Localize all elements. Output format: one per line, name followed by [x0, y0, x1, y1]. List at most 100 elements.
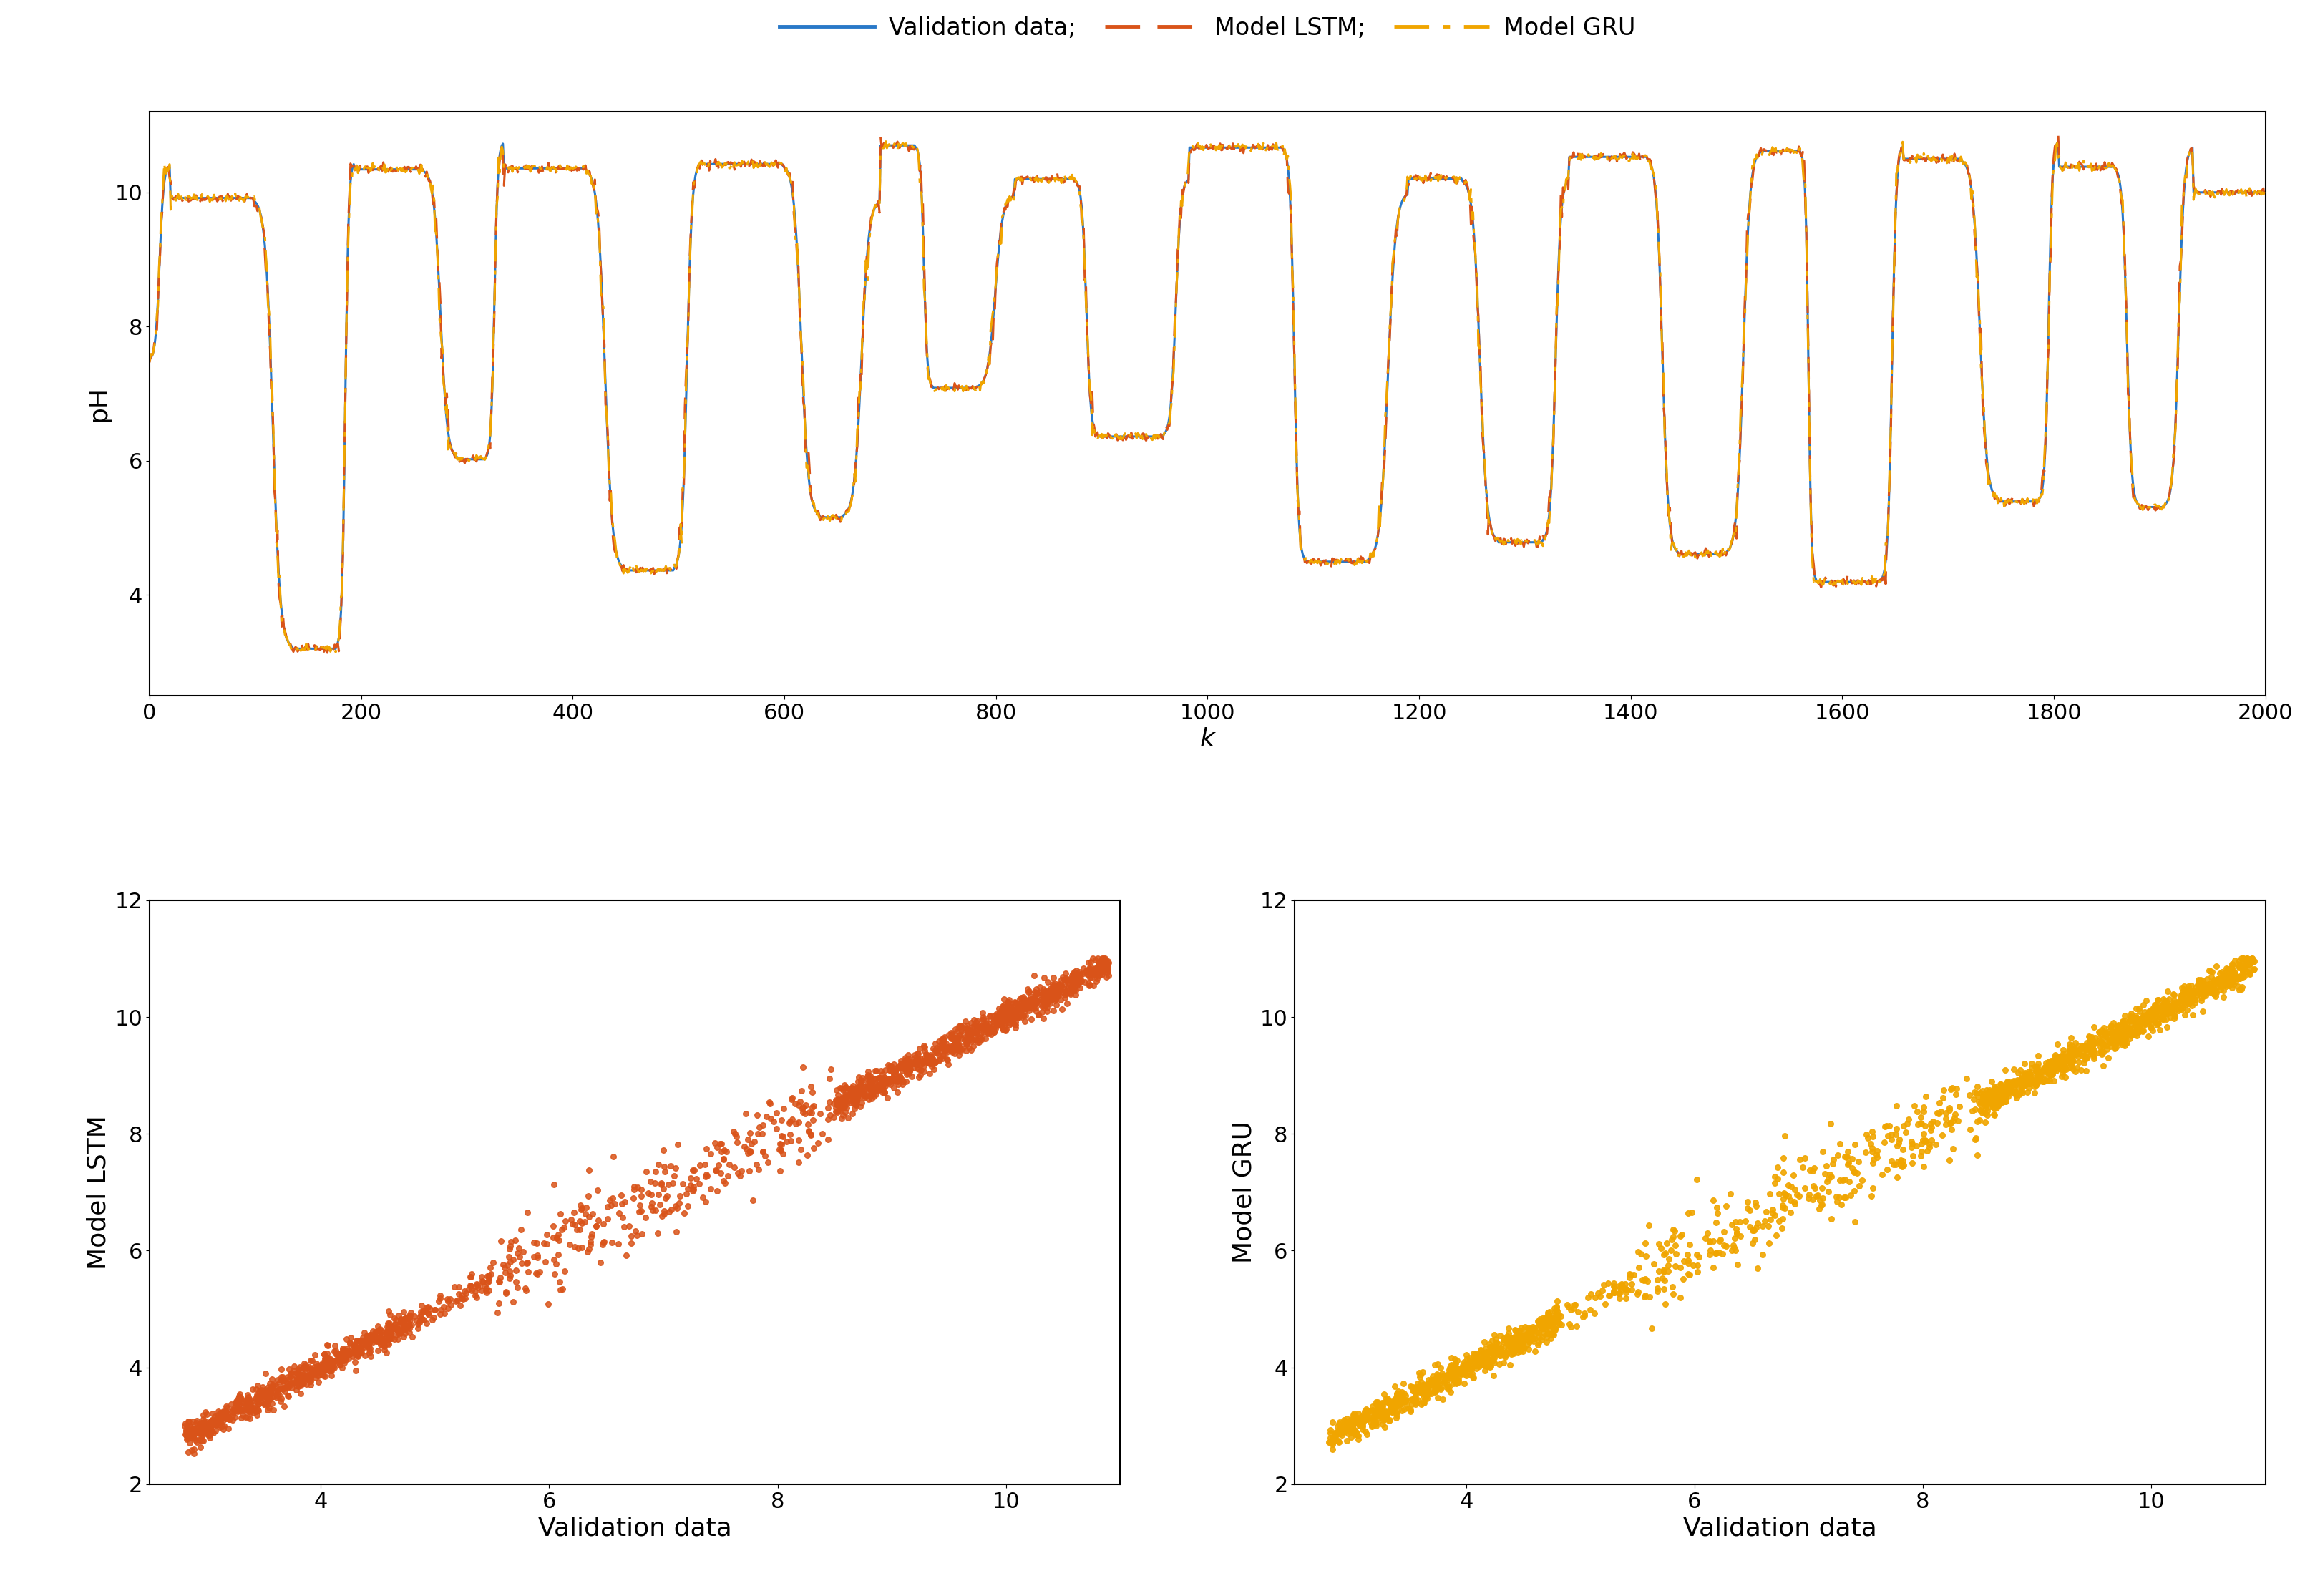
Point: [1976, 1085, 2012, 1111]
Point: [324, 1345, 361, 1371]
Point: [1649, 1231, 1686, 1256]
Point: [281, 1365, 317, 1390]
Point: [2160, 993, 2196, 1018]
Point: [2171, 990, 2208, 1015]
Point: [1481, 1352, 1518, 1377]
Point: [2176, 980, 2213, 1005]
Point: [826, 1073, 862, 1098]
Point: [810, 1095, 846, 1120]
Point: [1828, 1144, 1865, 1170]
Point: [1322, 1420, 1359, 1446]
Point: [2171, 988, 2208, 1013]
Point: [1527, 1315, 1564, 1341]
Point: [1336, 1420, 1373, 1446]
Point: [1525, 1315, 1562, 1341]
Point: [1801, 1195, 1838, 1221]
Point: [1493, 1341, 1530, 1366]
Point: [1049, 980, 1086, 1005]
Point: [2206, 959, 2242, 985]
Point: [1378, 1393, 1414, 1419]
Point: [727, 1101, 764, 1127]
Point: [842, 1074, 879, 1100]
Point: [340, 1334, 377, 1360]
Point: [446, 1285, 483, 1310]
Point: [966, 1017, 1003, 1042]
Point: [218, 1398, 255, 1424]
Point: [2040, 1057, 2077, 1082]
Point: [311, 1355, 347, 1381]
Point: [1428, 1366, 1465, 1392]
Point: [1396, 1384, 1433, 1409]
Point: [2174, 980, 2210, 1005]
Point: [182, 1414, 218, 1440]
Point: [1978, 1082, 2015, 1108]
Point: [984, 1002, 1021, 1028]
Point: [1863, 1162, 1900, 1187]
Point: [959, 1020, 996, 1045]
Point: [370, 1331, 407, 1357]
Point: [384, 1314, 421, 1339]
Point: [2141, 998, 2178, 1023]
Point: [2049, 1047, 2086, 1073]
Point: [2038, 1058, 2075, 1084]
Point: [2213, 958, 2249, 983]
Point: [1796, 1175, 1833, 1200]
Point: [2160, 998, 2196, 1023]
Point: [2022, 1065, 2058, 1090]
Point: [377, 1307, 414, 1333]
Point: [630, 1179, 667, 1205]
Point: [511, 1259, 547, 1285]
Point: [1493, 1334, 1530, 1360]
Point: [1527, 1306, 1564, 1331]
Point: [2169, 986, 2206, 1012]
Point: [366, 1329, 402, 1355]
Point: [407, 1294, 444, 1320]
Point: [858, 1077, 895, 1103]
Point: [1440, 1369, 1477, 1395]
Point: [1368, 1389, 1405, 1414]
Point: [851, 1077, 888, 1103]
Point: [964, 1015, 1000, 1041]
Point: [934, 1034, 971, 1060]
Point: [582, 1250, 619, 1275]
Point: [2026, 1055, 2063, 1080]
Point: [1999, 1085, 2036, 1111]
Point: [2155, 993, 2192, 1018]
Point: [2144, 998, 2180, 1023]
Point: [741, 1114, 777, 1140]
Point: [193, 1416, 230, 1441]
Point: [2052, 1037, 2088, 1063]
Point: [248, 1379, 285, 1404]
Point: [1070, 961, 1106, 986]
Point: [573, 1224, 610, 1250]
Point: [230, 1396, 267, 1422]
Point: [1341, 1427, 1378, 1452]
Point: [929, 1036, 966, 1061]
Point: [1504, 1331, 1541, 1357]
Point: [906, 1045, 943, 1071]
Point: [936, 1031, 973, 1057]
Point: [1511, 1326, 1548, 1352]
Point: [2068, 1058, 2104, 1084]
Point: [1026, 977, 1063, 1002]
Point: [1530, 1301, 1566, 1326]
Point: [876, 1061, 913, 1087]
Point: [179, 1414, 216, 1440]
Point: [308, 1341, 345, 1366]
Point: [1716, 1232, 1753, 1258]
Point: [1339, 1422, 1375, 1448]
Point: [1923, 1122, 1960, 1148]
Point: [1053, 969, 1090, 994]
Point: [1405, 1390, 1442, 1416]
Point: [168, 1425, 205, 1451]
Point: [186, 1412, 223, 1438]
Point: [557, 1211, 593, 1237]
Point: [1907, 1127, 1944, 1152]
Point: [2224, 954, 2261, 980]
Point: [632, 1170, 669, 1195]
Point: [508, 1277, 545, 1302]
Point: [2012, 1071, 2049, 1096]
Point: [421, 1283, 458, 1309]
Point: [2095, 1029, 2132, 1055]
Point: [1973, 1084, 2010, 1109]
